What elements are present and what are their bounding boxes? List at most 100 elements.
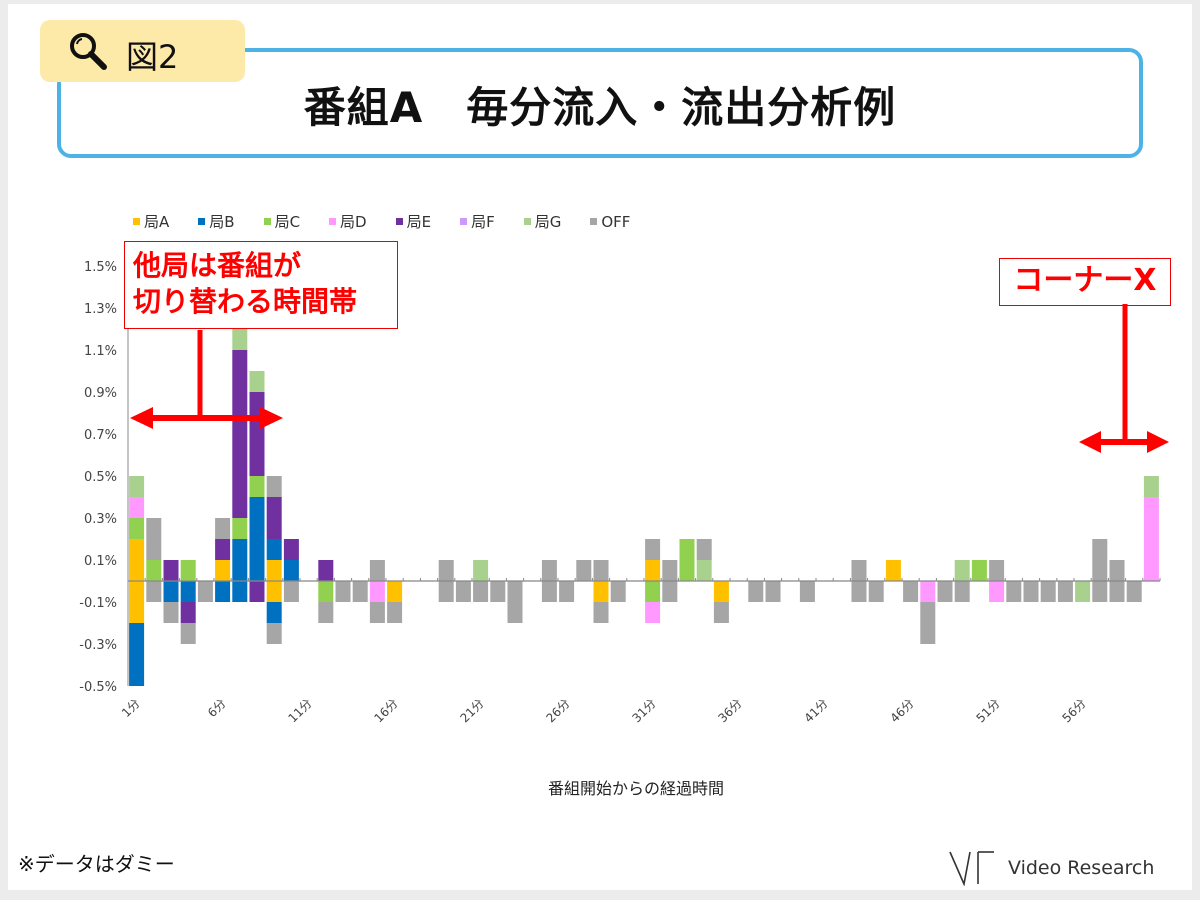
bar-segment-b-min3 (163, 581, 179, 602)
bar-segment-c-min7 (232, 518, 248, 539)
bar-segment-b-min1 (129, 623, 145, 686)
figure-tag: 図2 (40, 20, 245, 82)
bar-segment-off-min6 (215, 518, 231, 539)
bar-segment-off-min4 (180, 623, 196, 644)
bar-segment-off-min19 (438, 581, 454, 602)
slide-title: 番組A 毎分流入・流出分析例 (303, 83, 897, 132)
legend-label: OFF (601, 212, 631, 231)
y-tick-label: 0.1% (84, 554, 117, 569)
bar-segment-g-min8 (249, 371, 265, 392)
bar-segment-c-min4 (180, 560, 196, 581)
bar-segment-off-min31 (645, 539, 661, 560)
bar-segment-off-min28 (593, 560, 609, 581)
bar-segment-off-min46 (903, 581, 919, 602)
bar-segment-off-min9 (266, 476, 282, 497)
legend-item-e: 局E (395, 211, 432, 232)
bar-segment-b-min8 (249, 497, 265, 581)
bar-segment-off-min25 (541, 581, 557, 602)
bar-segment-off-min32 (662, 560, 678, 581)
bar-segment-off-min57 (1092, 581, 1108, 602)
bar-segment-e-min12 (318, 560, 334, 581)
legend-swatch (460, 218, 468, 225)
legend-item-c: 局C (263, 211, 300, 232)
bar-segment-off-min55 (1057, 581, 1073, 602)
bar-segment-e-min6 (215, 539, 231, 560)
bar-segment-c-min31 (645, 581, 661, 602)
x-tick-label: 26分 (544, 696, 573, 725)
y-tick-label: 0.9% (84, 386, 117, 401)
bar-segment-off-min2 (146, 518, 162, 560)
bar-segment-a-min45 (885, 560, 901, 581)
legend-swatch (590, 218, 598, 225)
bar-segment-e-min9 (266, 497, 282, 539)
legend-label: 局E (406, 213, 432, 231)
chart-legend: 局A 局B 局C 局D 局E 局F 局G OFF (133, 211, 659, 232)
company-logo: Video Research (948, 850, 1154, 886)
bar-segment-off-min43 (851, 581, 867, 602)
bar-segment-b-min7 (232, 581, 248, 602)
bar-segment-a-min9 (266, 581, 282, 602)
bar-segment-e-min7 (232, 350, 248, 518)
x-axis-title: 番組開始からの経過時間 (547, 779, 724, 798)
legend-swatch (523, 218, 531, 225)
x-tick-label: 56分 (1060, 696, 1089, 725)
bar-segment-a-min9 (266, 560, 282, 581)
bar-segment-c-min8 (249, 476, 265, 497)
x-tick-label: 6分 (205, 696, 229, 720)
legend-label: 局D (340, 213, 367, 231)
legend-swatch (395, 218, 403, 225)
bar-segment-b-min6 (215, 581, 231, 602)
bar-segment-off-min43 (851, 560, 867, 581)
legend-swatch (198, 218, 206, 225)
bar-segment-g-min7 (232, 329, 248, 350)
bar-segment-off-min22 (490, 581, 506, 602)
x-tick-label: 21分 (458, 696, 487, 725)
bar-segment-off-min28 (593, 602, 609, 623)
bar-segment-b-min4 (180, 581, 196, 602)
x-tick-label: 36分 (716, 696, 745, 725)
bar-segment-off-min47 (920, 602, 936, 644)
y-tick-label: 0.3% (84, 512, 117, 527)
legend-item-a: 局A (133, 211, 169, 232)
bar-segment-d-min60 (1143, 497, 1159, 581)
bar-segment-off-min29 (610, 581, 626, 602)
y-tick-label: -0.5% (79, 680, 117, 695)
bar-segment-g-min49 (954, 560, 970, 581)
bar-segment-d-min15 (369, 581, 385, 602)
bar-segment-off-min19 (438, 560, 454, 581)
bar-segment-off-min15 (369, 602, 385, 623)
bar-segment-g-min34 (696, 560, 712, 581)
bar-segment-off-min12 (318, 602, 334, 623)
y-tick-label: -0.3% (79, 638, 117, 653)
bar-segment-off-min15 (369, 560, 385, 581)
bar-segment-c-min50 (971, 560, 987, 581)
bar-segment-off-min37 (748, 581, 764, 602)
legend-label: 局F (471, 213, 495, 231)
bar-segment-a-min1 (129, 581, 145, 623)
x-tick-label: 11分 (286, 696, 315, 725)
bar-segment-d-min51 (989, 581, 1005, 602)
bar-segment-off-min10 (283, 581, 299, 602)
y-tick-label: -0.1% (79, 596, 117, 611)
bar-segment-off-min26 (559, 581, 575, 602)
x-tick-label: 51分 (974, 696, 1003, 725)
bar-segment-off-min5 (197, 581, 213, 602)
bar-segment-off-min58 (1109, 581, 1125, 602)
bar-segment-g-min60 (1143, 476, 1159, 497)
bar-segment-off-min52 (1006, 581, 1022, 602)
bar-segment-off-min20 (455, 581, 471, 602)
legend-swatch (263, 218, 271, 225)
footnote: ※データはダミー (18, 852, 175, 876)
bar-segment-off-min35 (713, 602, 729, 623)
bar-segment-b-min7 (232, 539, 248, 581)
bar-segment-c-min2 (146, 560, 162, 581)
bar-segment-off-min32 (662, 581, 678, 602)
bar-segment-off-min25 (541, 560, 557, 581)
bar-segment-g-min56 (1075, 581, 1091, 602)
annotation-switching-line1: 他局は番組が (133, 249, 302, 282)
bar-segment-off-min59 (1126, 581, 1142, 602)
legend-item-f: 局F (460, 211, 495, 232)
bar-segment-a-min31 (645, 560, 661, 581)
bar-segment-off-min23 (507, 581, 523, 623)
